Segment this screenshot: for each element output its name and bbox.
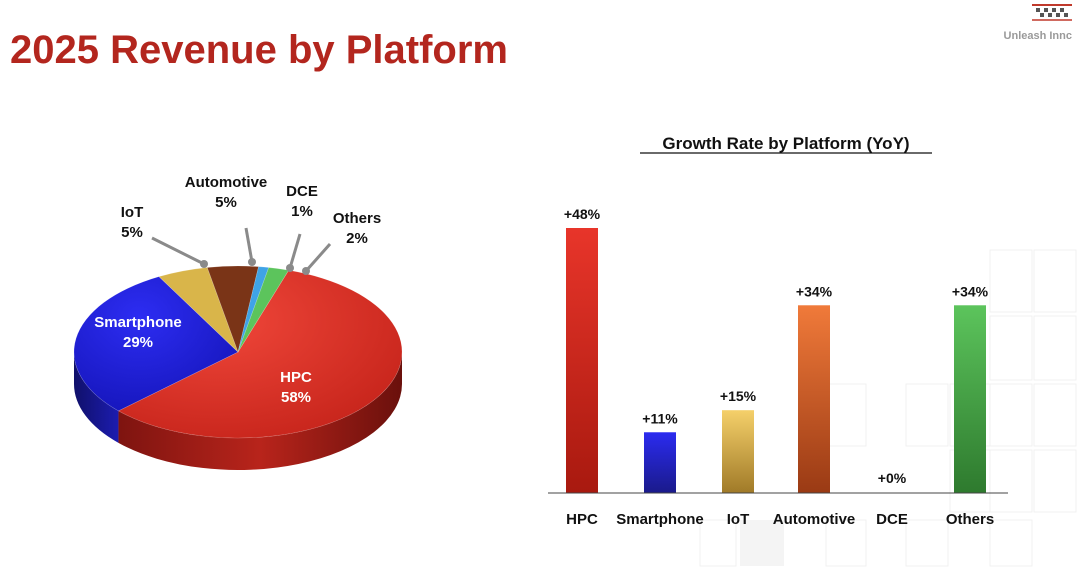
- pie-slice-hpc: [117, 269, 403, 439]
- bar-hpc: [566, 228, 598, 493]
- pie-value-others: 2%: [346, 230, 368, 247]
- bar-value-others: +34%: [952, 283, 989, 299]
- bar-value-iot: +15%: [720, 388, 757, 404]
- pie-side-smartphone: [74, 352, 119, 443]
- bar-category-others: Others: [946, 511, 994, 528]
- brand-name: Unleash Innc: [1003, 30, 1072, 42]
- pie-slice-iot: [158, 267, 239, 353]
- bar-value-hpc: +48%: [564, 206, 601, 222]
- bar-smartphone: [644, 432, 676, 493]
- pie-leader-others: [304, 243, 332, 272]
- pie-chart: HPC 58% Smartphone 29% IoT 5% Automotive 5% DCE 1…: [73, 174, 403, 470]
- slide-title: 2025 Revenue by Platform: [10, 28, 508, 72]
- brand-logo-icon: [1032, 4, 1072, 21]
- bar-category-automotive: Automotive: [773, 511, 856, 528]
- pie-label-others: Others: [333, 210, 381, 227]
- pie-leader-automotive: [244, 227, 254, 263]
- bar-category-dce: DCE: [876, 511, 908, 528]
- pie-side-hpc: [118, 352, 402, 470]
- bar-value-smartphone: +11%: [642, 410, 678, 426]
- bar-category-smartphone: Smartphone: [616, 511, 704, 528]
- bar-value-automotive: +34%: [796, 283, 833, 299]
- bar-chart: Growth Rate by Platform (YoY) +48% HPC +11…: [548, 134, 1008, 528]
- pie-label-smartphone: Smartphone: [94, 314, 182, 331]
- pie-slice-smartphone: [73, 276, 239, 412]
- pie-slice-dce: [237, 266, 270, 353]
- pie-value-automotive: 5%: [215, 194, 237, 211]
- bar-iot: [722, 410, 754, 493]
- pie-leader-dot-dce: [286, 264, 294, 272]
- bar-others: [954, 305, 986, 493]
- pie-value-dce: 1%: [291, 203, 313, 220]
- bar-automotive: [798, 305, 830, 493]
- bar-value-dce: +0%: [878, 470, 907, 486]
- pie-value-smartphone: 29%: [123, 334, 153, 351]
- brand-block: Unleash Innc: [996, 4, 1076, 50]
- bar-category-iot: IoT: [727, 511, 750, 528]
- pie-leader-dce: [288, 233, 302, 269]
- pie-label-hpc: HPC: [280, 369, 312, 386]
- pie-label-automotive: Automotive: [185, 174, 268, 191]
- pie-leader-iot: [151, 236, 205, 266]
- bar-chart-title: Growth Rate by Platform (YoY): [662, 134, 909, 153]
- pie-value-hpc: 58%: [281, 389, 311, 406]
- pie-leader-dot-others: [302, 267, 310, 275]
- pie-value-iot: 5%: [121, 224, 143, 241]
- pie-leader-dot-iot: [200, 260, 208, 268]
- pie-leader-dot-automotive: [248, 258, 256, 266]
- pie-label-dce: DCE: [286, 183, 318, 200]
- pie-label-iot: IoT: [121, 204, 144, 221]
- pie-slice-automotive: [206, 265, 259, 354]
- bar-category-hpc: HPC: [566, 511, 598, 528]
